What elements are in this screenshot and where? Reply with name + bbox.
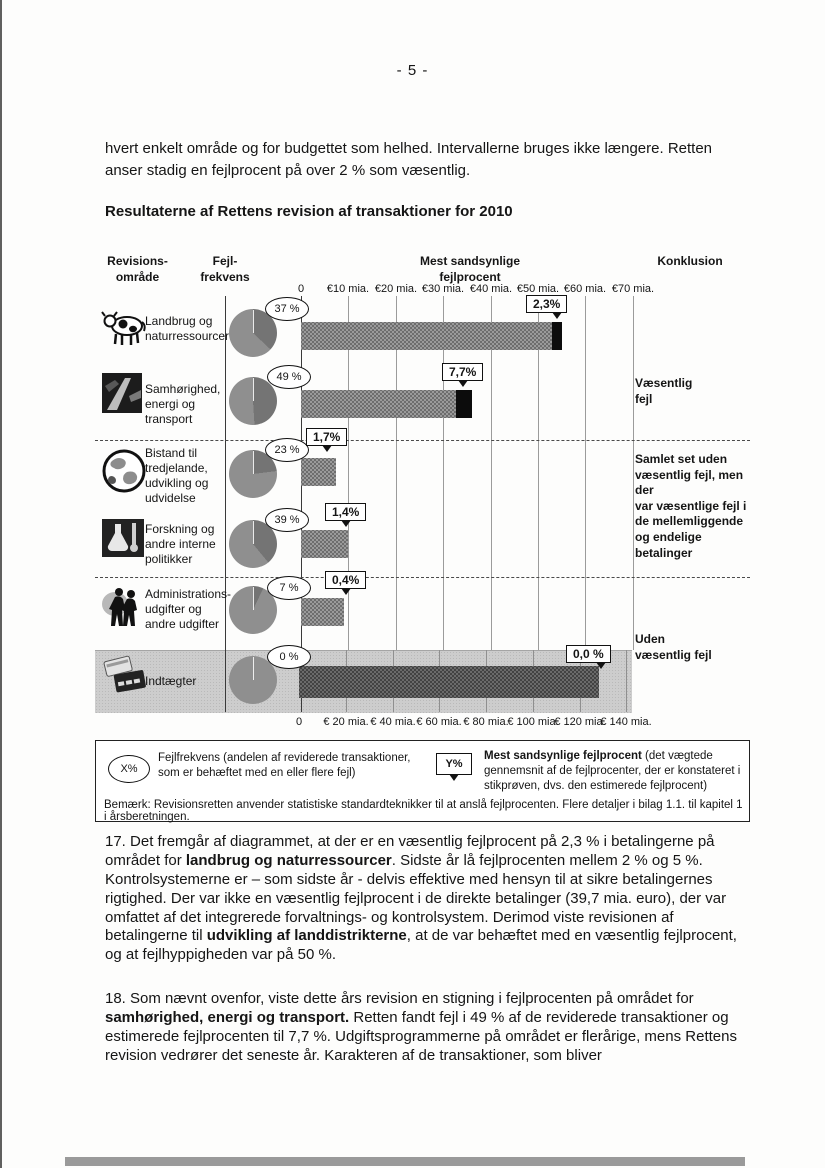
- frequency-badge: 39 %: [265, 508, 309, 532]
- error-rate-callout: 1,4%: [325, 503, 367, 527]
- infrastructure-icon: [101, 372, 147, 419]
- row-label: Administrations- udgifter og andre udgif…: [145, 587, 232, 631]
- gridline: [443, 296, 444, 650]
- frequency-legend-text: Fejlfrekvens (andelen af reviderede tran…: [158, 752, 411, 779]
- axis-tick-label: €40 mia.: [469, 283, 513, 295]
- frequency-badge: 7 %: [267, 576, 311, 600]
- frequency-symbol: X%: [108, 755, 150, 783]
- column-header-fejlfrekvens: Fejl- frekvens: [200, 254, 250, 284]
- people-icon: [101, 584, 147, 635]
- axis-tick-label: € 60 mia.: [416, 716, 462, 728]
- axis-tick-label: € 100 mia.: [507, 716, 559, 728]
- gridline: [348, 296, 349, 650]
- research-icon: [101, 516, 147, 565]
- error-frequency-pie: [229, 309, 277, 357]
- column-header-konklusion: Konklusion: [657, 254, 723, 268]
- section-heading: Resultaterne af Rettens revision af tran…: [105, 203, 513, 220]
- axis-tick-label: €60 mia.: [563, 283, 607, 295]
- budget-bar: [301, 598, 344, 626]
- scan-shadow-strip: [65, 1157, 745, 1166]
- axis-tick-label: € 120 mia.: [554, 716, 606, 728]
- gridline: [538, 296, 539, 650]
- chart-legend-box: X% Fejlfrekvens (andelen af reviderede t…: [95, 740, 750, 823]
- axis-tick-label: € 140 mia.: [600, 716, 652, 728]
- globe-icon: [101, 448, 147, 499]
- zero-axis-line: [301, 296, 302, 712]
- axis-tick-label: €70 mia.: [611, 283, 655, 295]
- axis-tick-label: 0: [295, 716, 303, 728]
- error-rate-callout: 0,0 %: [566, 645, 611, 669]
- error-rate-callout: 1,7%: [306, 428, 348, 452]
- row-label: Samhørighed, energi og transport: [145, 382, 221, 426]
- gridline: [626, 650, 627, 712]
- axis-tick-label: €50 mia.: [516, 283, 560, 295]
- error-frequency-pie: [229, 656, 277, 704]
- gridline: [585, 296, 586, 650]
- row-separator: [95, 440, 750, 441]
- frequency-badge: 0 %: [267, 645, 311, 669]
- budget-bar: [301, 322, 562, 350]
- gridline: [633, 296, 634, 650]
- error-frequency-pie: [229, 520, 277, 568]
- budget-bar: [301, 530, 348, 558]
- legend-note: Bemærk: Revisionsretten anvender statist…: [104, 799, 743, 823]
- row-label: Landbrug og naturressourcer: [145, 314, 230, 343]
- axis-tick-label: 0: [297, 283, 305, 295]
- frequency-badge: 37 %: [265, 297, 309, 321]
- row-label: Forskning og andre interne politikker: [145, 522, 216, 566]
- legend-term-bold: Mest sandsynlige fejlprocent: [484, 750, 642, 762]
- axis-tick-label: €10 mia.: [326, 283, 370, 295]
- legend-term-rest: (det vægtede gennemsnit af de fejlprocen…: [484, 750, 741, 792]
- conclusion-samlet-set: Samlet set uden væsentlig fejl, men der …: [635, 452, 747, 560]
- axis-tick-label: €30 mia.: [421, 283, 465, 295]
- error-rate-callout: 2,3%: [526, 295, 568, 319]
- budget-bar: [301, 458, 336, 486]
- paragraph-18: 18. Som nævnt ovenfor, viste dette års r…: [105, 990, 737, 1064]
- axis-tick-label: €20 mia.: [374, 283, 418, 295]
- frequency-badge: 49 %: [267, 365, 311, 389]
- axis-tick-label: € 80 mia.: [463, 716, 509, 728]
- column-divider-line: [225, 296, 226, 712]
- cards-icon: [101, 654, 147, 701]
- gridline: [491, 296, 492, 650]
- scanner-edge-artifact: [0, 0, 2, 1168]
- revenue-bar: [299, 666, 599, 698]
- row-label: Indtægter: [145, 674, 197, 688]
- error-tip: [456, 390, 472, 418]
- error-rate-callout: 0,4%: [325, 571, 367, 595]
- error-rate-symbol: Y%: [436, 753, 472, 781]
- page-number: - 5 -: [396, 62, 429, 79]
- budget-bar: [301, 390, 472, 418]
- audit-results-chart: Revisions- område Fejl- frekvens Mest sa…: [95, 250, 750, 732]
- error-rate-legend-text: Mest sandsynlige fejlprocent (det vægted…: [484, 749, 742, 794]
- axis-tick-label: € 20 mia.: [323, 716, 369, 728]
- gridline: [396, 296, 397, 650]
- error-tip: [552, 322, 562, 350]
- paragraph-17: 17. Det fremgår af diagrammet, at der er…: [105, 833, 737, 964]
- frequency-badge: 23 %: [265, 438, 309, 462]
- conclusion-uden-vaesentlig-fejl: Uden væsentlig fejl: [635, 632, 712, 662]
- row-separator: [95, 577, 750, 578]
- axis-tick-label: € 40 mia.: [370, 716, 416, 728]
- column-header-revisionsomraade: Revisions- område: [107, 254, 168, 284]
- error-rate-callout: 7,7%: [442, 363, 484, 387]
- error-frequency-pie: [229, 450, 277, 498]
- error-frequency-pie: [229, 377, 277, 425]
- conclusion-vaesentlig-fejl: Væsentlig fejl: [635, 376, 693, 406]
- column-header-mest-sandsynlige-fejlprocent: Mest sandsynlige fejlprocent: [419, 254, 521, 284]
- intro-paragraph: hvert enkelt område og for budgettet som…: [105, 140, 713, 179]
- row-label: Bistand til tredjelande, udvikling og ud…: [145, 446, 209, 505]
- cow-icon: [101, 306, 147, 353]
